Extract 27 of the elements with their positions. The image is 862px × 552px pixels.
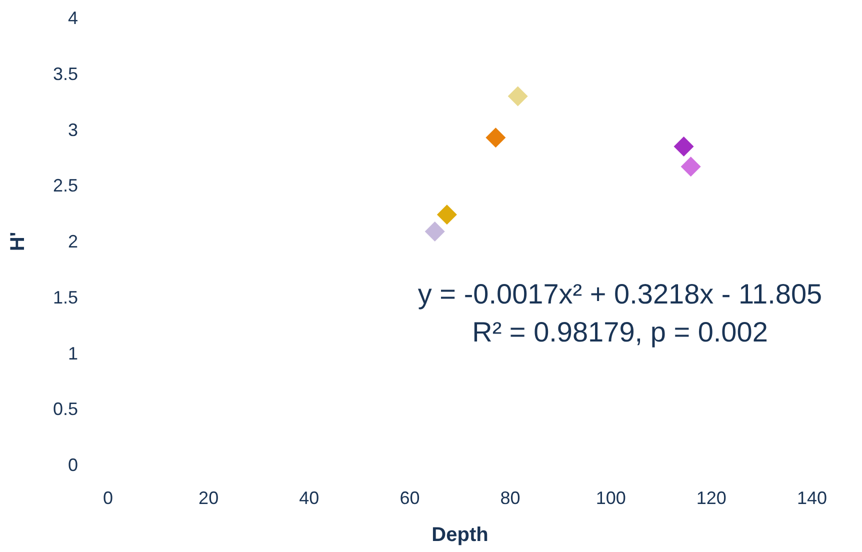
point [436, 204, 457, 225]
x-tick-label: 80 [500, 488, 520, 508]
y-tick-label: 2.5 [52, 176, 78, 196]
y-tick-label: 4 [68, 8, 78, 28]
x-tick-label: 0 [102, 488, 114, 508]
x-tick-label: 140 [796, 488, 828, 508]
x-tick-label: 60 [400, 488, 420, 508]
y-tick-label: 3.5 [52, 64, 78, 84]
point [508, 86, 528, 106]
y-tick-label: 0 [68, 455, 78, 475]
point [680, 156, 701, 177]
x-tick-label: 100 [596, 488, 626, 508]
annotation: R² = 0.98179, p = 0.002 [472, 316, 768, 348]
y-tick-label: 1 [68, 343, 78, 364]
x-tick-label: 40 [299, 488, 320, 508]
x-tick-label: 20 [198, 488, 219, 508]
point [486, 128, 506, 148]
point [424, 221, 445, 242]
x-axis-title: Depth [432, 524, 488, 546]
y-tick-label: 2 [68, 232, 78, 252]
point [674, 136, 694, 157]
x-tick-label: 120 [696, 488, 726, 508]
y-tick-label: 3 [68, 120, 78, 140]
y-tick-label: 0.5 [52, 399, 78, 420]
y-tick-label: 1.5 [52, 287, 78, 308]
y-axis-title: H' [7, 232, 29, 252]
annotation: y = -0.0017x² + 0.3218x - 11.805 [418, 278, 822, 310]
